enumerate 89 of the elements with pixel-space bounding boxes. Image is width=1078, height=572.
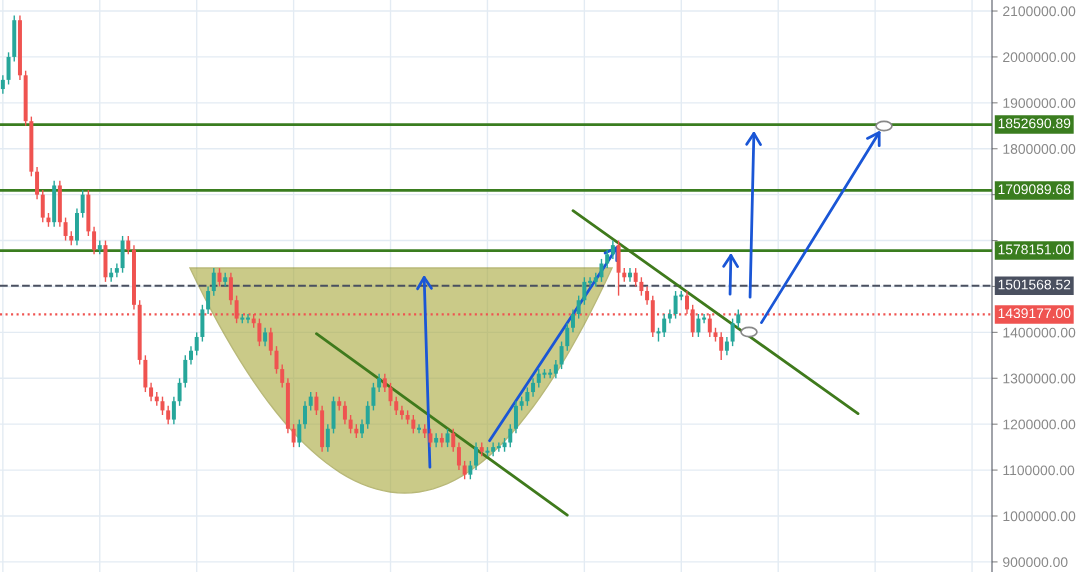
candlestick [605, 249, 610, 269]
candlestick [474, 441, 479, 471]
candlestick [576, 294, 581, 320]
ref-line-label: 1852690.89 [998, 118, 1071, 129]
candlestick [206, 285, 211, 315]
candlestick [92, 226, 97, 256]
candlestick [63, 216, 68, 242]
candlestick [582, 276, 587, 306]
candlestick [667, 308, 672, 324]
candlestick [451, 428, 456, 453]
y-tick-label: 1900000.00 [1003, 98, 1076, 108]
candlestick [645, 285, 650, 306]
candlestick [434, 432, 439, 448]
candlestick [268, 327, 273, 357]
candlestick [531, 377, 536, 398]
y-tick-label: 2000000.00 [1003, 52, 1076, 63]
candlestick [445, 428, 450, 448]
candlestick [553, 359, 558, 379]
ref-line-label: 1578151.00 [998, 244, 1071, 255]
candlestick [411, 414, 416, 435]
candlestick [730, 317, 735, 347]
candlestick [35, 166, 40, 200]
candlestick [149, 382, 154, 402]
candlestick [724, 336, 729, 357]
candlestick [177, 377, 182, 407]
candlestick [166, 405, 171, 425]
candlestick [291, 423, 296, 448]
candlestick [565, 322, 570, 352]
ref-line-label: 1501568.52 [998, 279, 1071, 290]
candlestick [297, 418, 302, 448]
candlestick [456, 441, 461, 471]
y-tick-label: 1400000.00 [1003, 327, 1076, 338]
candlestick [736, 308, 741, 329]
candlestick [508, 423, 513, 448]
candlestick [228, 271, 233, 306]
candlestick [308, 391, 313, 412]
candlestick [388, 382, 393, 407]
candlestick [559, 340, 564, 370]
candlestick [160, 395, 165, 416]
candlestick [371, 382, 376, 412]
y-tick-label: 2100000.00 [1003, 6, 1076, 17]
y-tick-label: 1000000.00 [1003, 511, 1076, 522]
candlestick [171, 395, 176, 425]
candlestick [194, 331, 199, 357]
candlestick [525, 386, 530, 407]
y-tick-label: 1200000.00 [1003, 419, 1076, 430]
candlestick [6, 51, 11, 86]
candlestick [303, 400, 308, 430]
candlestick [40, 189, 45, 223]
candlestick [0, 74, 5, 95]
candlestick [188, 345, 193, 366]
candlestick [342, 400, 347, 425]
candlestick [662, 313, 667, 338]
candlestick [360, 418, 365, 439]
candlestick [462, 460, 467, 480]
candlestick [257, 317, 262, 347]
ref-line-label: 1439177.00 [998, 308, 1071, 319]
y-tick-label: 1800000.00 [1003, 144, 1076, 154]
candlestick [719, 331, 724, 361]
candlestick [280, 363, 285, 389]
candlestick [610, 239, 615, 260]
candlestick [428, 428, 433, 448]
candlestick [274, 345, 279, 375]
candlestick [263, 327, 268, 347]
y-tick-label: 1100000.00 [1003, 465, 1075, 476]
candlestick [399, 405, 404, 421]
candlestick [513, 400, 518, 435]
candlestick [217, 267, 222, 288]
candlestick [599, 258, 604, 283]
y-tick-label: 1300000.00 [1003, 373, 1076, 384]
candlestick [314, 391, 319, 416]
ref-line-label: 1709089.68 [998, 184, 1071, 195]
candlestick [126, 235, 131, 256]
candlestick [348, 414, 353, 435]
candlestick [570, 308, 575, 334]
candlestick [325, 423, 330, 453]
candlestick [468, 460, 473, 480]
candlestick [183, 354, 188, 389]
candlestick [211, 267, 216, 297]
candlestick [394, 395, 399, 416]
candlestick [80, 189, 85, 219]
candlestick [439, 432, 444, 448]
candlestick [377, 372, 382, 393]
y-tick-label: 900000.00 [1003, 557, 1068, 568]
candlestick [696, 313, 701, 338]
candlestick [365, 400, 370, 430]
candlestick [382, 372, 387, 393]
candlestick [633, 267, 638, 288]
candlestick [639, 276, 644, 297]
